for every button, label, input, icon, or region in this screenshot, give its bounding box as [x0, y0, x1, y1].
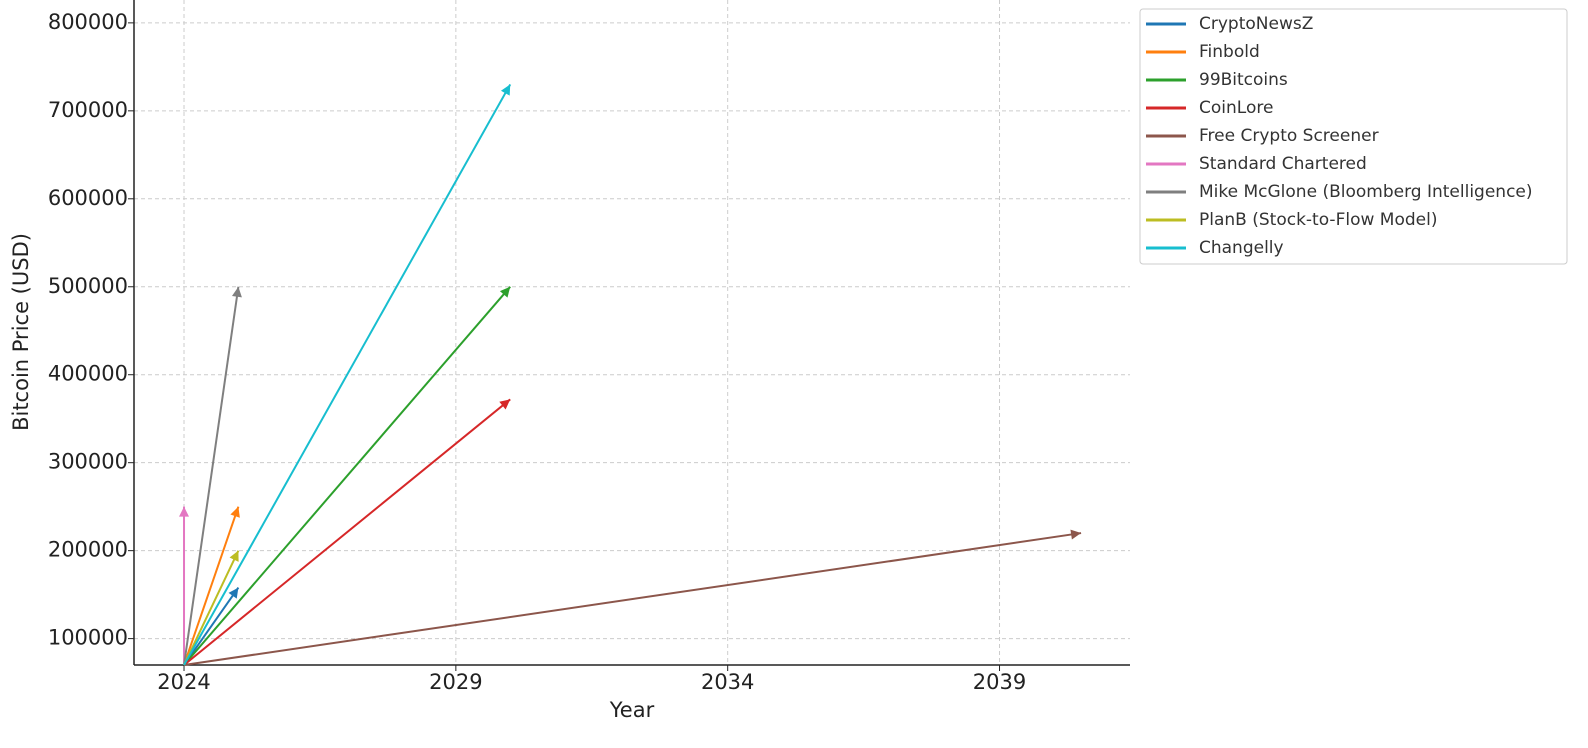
y-tick-label: 600000 — [48, 186, 128, 210]
x-tick-label: 2034 — [701, 670, 754, 694]
arrow-head — [228, 587, 239, 599]
x-axis-label: Year — [609, 698, 655, 722]
legend-label: Finbold — [1199, 42, 1260, 62]
arrow-head — [499, 286, 511, 298]
x-tick-label: 2024 — [157, 670, 210, 694]
arrow-head — [229, 550, 239, 562]
x-tick-label: 2039 — [973, 670, 1026, 694]
series-line — [183, 398, 511, 666]
y-tick-label: 500000 — [48, 274, 128, 298]
legend-label: Free Crypto Screener — [1199, 126, 1379, 146]
legend-label: CryptoNewsZ — [1199, 14, 1313, 34]
x-tick-label: 2029 — [429, 670, 482, 694]
arrow-head — [500, 84, 511, 96]
legend-box — [1139, 8, 1568, 265]
series-line — [183, 532, 1082, 666]
legend-label: Changelly — [1199, 238, 1284, 258]
legend-label: Standard Chartered — [1199, 154, 1367, 174]
series-line — [183, 286, 511, 666]
y-tick-label: 200000 — [48, 538, 128, 562]
y-axis-label: Bitcoin Price (USD) — [9, 233, 33, 431]
y-tick-label: 300000 — [48, 450, 128, 474]
series-line — [183, 83, 512, 666]
arrow-head — [499, 399, 511, 410]
arrow-head — [1070, 529, 1082, 540]
y-tick-label: 700000 — [48, 98, 128, 122]
series-line — [183, 286, 240, 666]
legend-label: 99Bitcoins — [1199, 70, 1288, 90]
arrow-head — [230, 506, 240, 518]
arrow-head — [179, 506, 190, 517]
series-line — [183, 506, 240, 666]
legend-label: CoinLore — [1199, 98, 1273, 118]
y-tick-label: 400000 — [48, 362, 128, 386]
y-tick-label: 800000 — [48, 10, 128, 34]
arrow-head — [232, 286, 242, 298]
series-line — [183, 550, 240, 666]
y-tick-label: 100000 — [48, 626, 128, 650]
legend-label: Mike McGlone (Bloomberg Intelligence) — [1199, 182, 1533, 202]
series-line — [183, 587, 240, 666]
legend-label: PlanB (Stock-to-Flow Model) — [1199, 210, 1437, 230]
